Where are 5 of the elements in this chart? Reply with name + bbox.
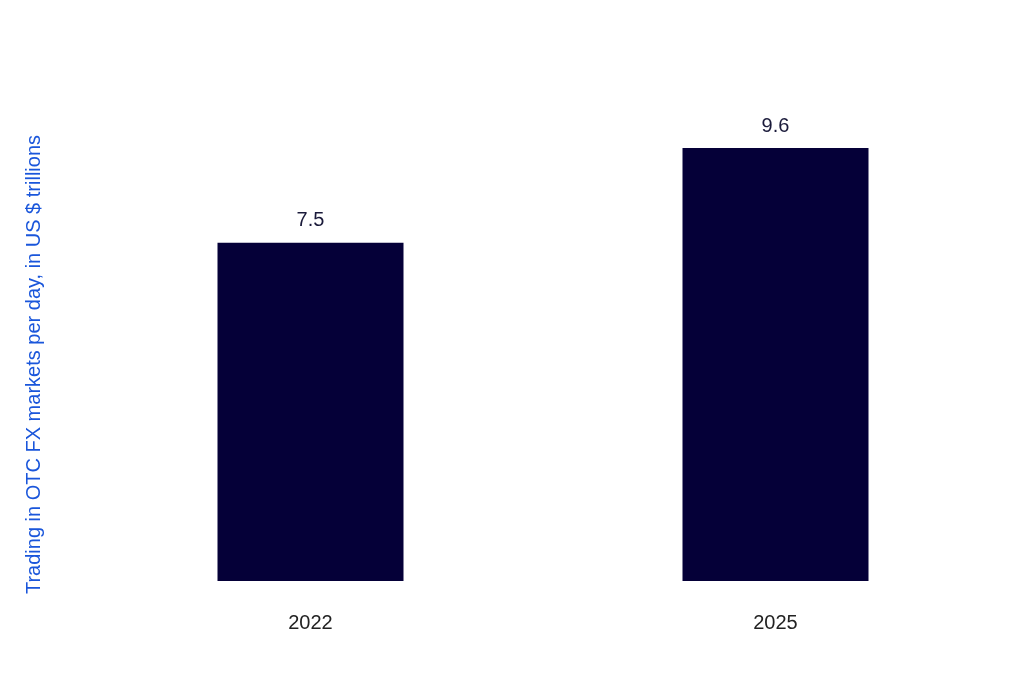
x-tick-label: 2022 [288,610,333,633]
x-tick-label: 2025 [753,610,798,633]
data-label: 9.6 [761,113,790,136]
data-label: 7.5 [296,208,325,231]
y-axis-title: Trading in OTC FX markets per day, in US $ trillions [21,134,44,595]
